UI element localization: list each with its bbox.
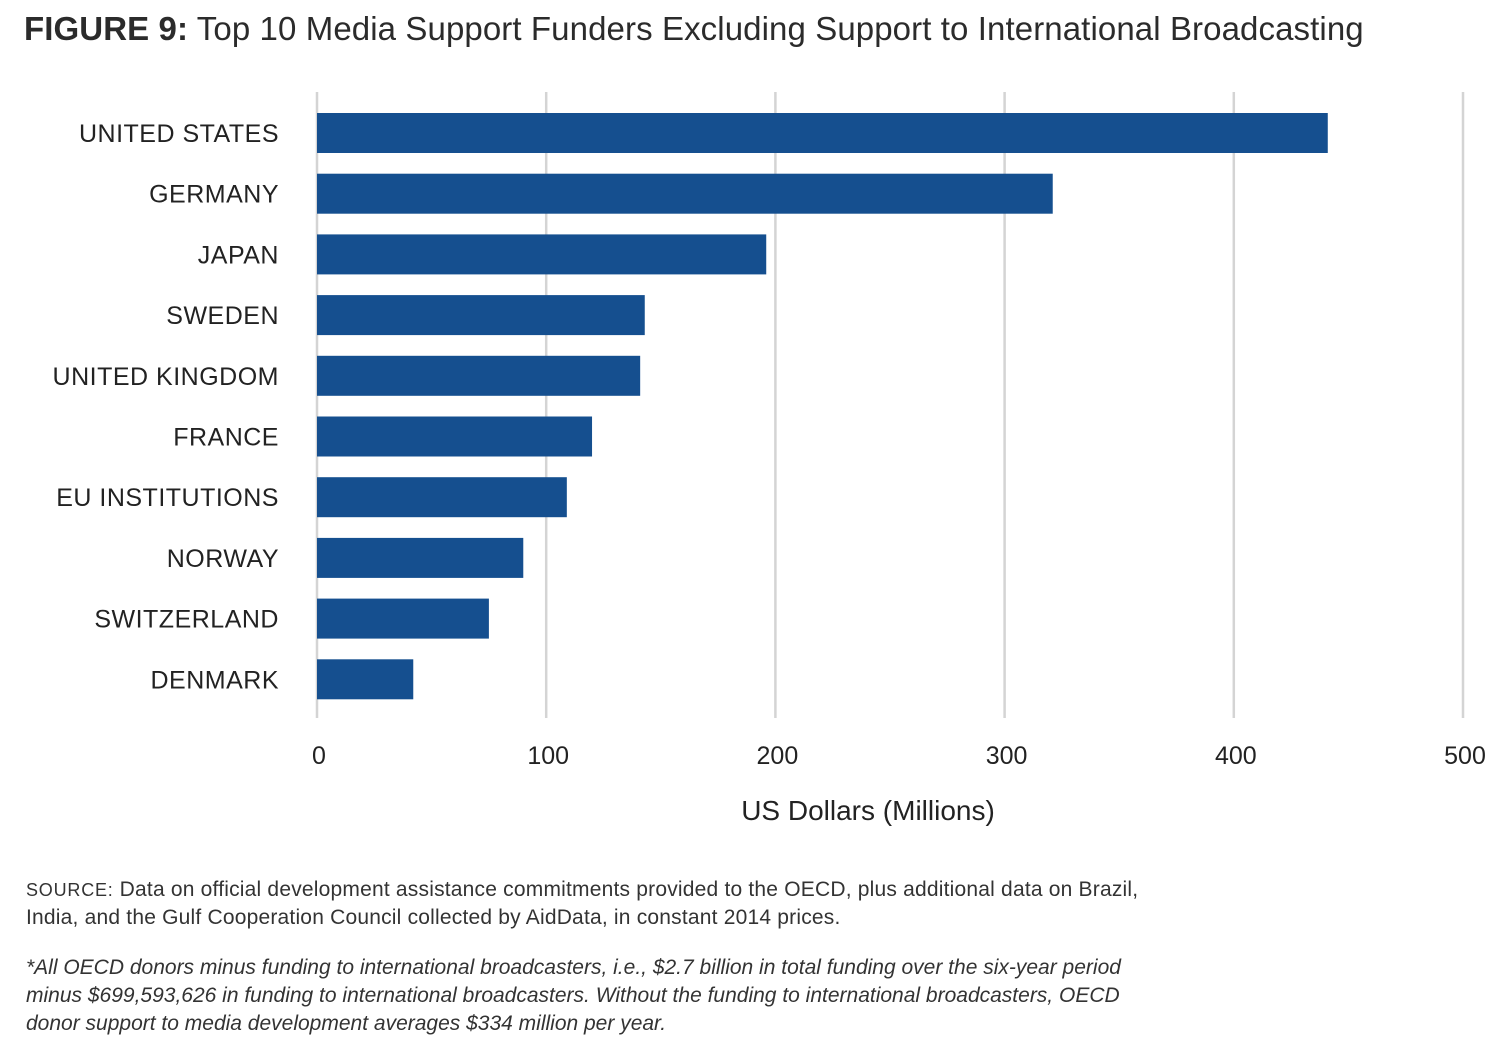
category-label: NORWAY [167, 545, 279, 573]
x-axis-title: US Dollars (Millions) [741, 795, 995, 826]
x-tick-labels: 0 100 200 300 400 500 [312, 742, 1486, 770]
bar [317, 113, 1328, 153]
bar [317, 598, 489, 639]
category-labels: UNITED STATES GERMANY JAPAN SWEDEN UNITED KI… [53, 120, 279, 694]
bar [317, 659, 414, 700]
bar [317, 234, 767, 275]
source-label: SOURCE: [26, 880, 114, 900]
category-label: SWITZERLAND [94, 606, 279, 634]
figure-title-text: Top 10 Media Support Funders Excluding S… [196, 10, 1364, 47]
bar [317, 173, 1053, 214]
bar [317, 416, 593, 457]
figure-label: FIGURE 9: [24, 10, 189, 47]
source-note: SOURCE: Data on official development ass… [26, 876, 1176, 932]
bar [317, 477, 567, 518]
category-label: UNITED STATES [79, 120, 279, 148]
category-label: SWEDEN [166, 302, 279, 330]
bars [317, 113, 1328, 700]
category-label: FRANCE [173, 424, 279, 452]
source-text: Data on official development assistance … [26, 878, 1139, 929]
x-tick-label: 100 [527, 742, 569, 770]
bar [317, 537, 524, 578]
footnote: *All OECD donors minus funding to intern… [26, 956, 1121, 1035]
category-label: EU INSTITUTIONS [56, 484, 279, 512]
chart-title: FIGURE 9: Top 10 Media Support Funders E… [24, 10, 1364, 48]
x-tick-label: 500 [1444, 742, 1486, 770]
bar [317, 295, 645, 336]
category-label: GERMANY [149, 181, 279, 209]
category-label: UNITED KINGDOM [53, 363, 279, 391]
category-label: JAPAN [198, 241, 279, 269]
x-tick-label: 0 [312, 742, 326, 770]
bar-chart: UNITED STATES GERMANY JAPAN SWEDEN UNITED KI… [53, 92, 1486, 826]
x-tick-label: 200 [757, 742, 799, 770]
category-label: DENMARK [150, 666, 279, 694]
x-tick-label: 400 [1215, 742, 1257, 770]
bar [317, 355, 641, 396]
x-tick-label: 300 [986, 742, 1028, 770]
